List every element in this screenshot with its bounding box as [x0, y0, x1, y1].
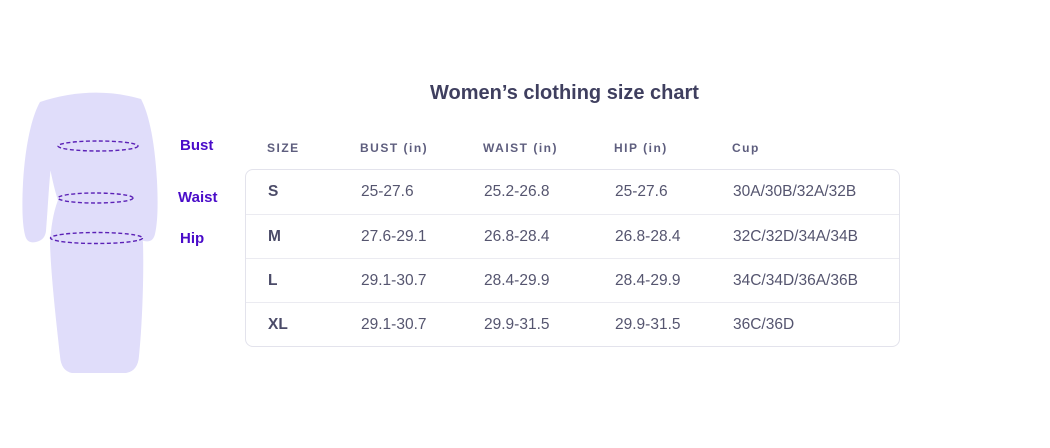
- cell-cup: 32C/32D/34A/34B: [733, 227, 858, 245]
- cell-waist: 26.8-28.4: [484, 227, 550, 245]
- page-title: Women’s clothing size chart: [430, 82, 699, 104]
- col-header-cup: Cup: [732, 141, 760, 155]
- col-header-waist: WAIST (in): [483, 141, 558, 155]
- hip-label: Hip: [180, 230, 205, 247]
- bust-tape-line: [57, 140, 139, 152]
- col-header-hip: HIP (in): [614, 141, 668, 155]
- cell-hip: 26.8-28.4: [615, 227, 681, 245]
- col-header-bust: BUST (in): [360, 141, 429, 155]
- cell-bust: 27.6-29.1: [361, 227, 427, 245]
- cell-bust: 29.1-30.7: [361, 315, 427, 333]
- cell-cup: 30A/30B/32A/32B: [733, 183, 857, 200]
- bust-label: Bust: [180, 137, 214, 154]
- table-row: L 29.1-30.7 28.4-29.9 28.4-29.9 34C/34D/…: [246, 258, 899, 302]
- cell-size: M: [268, 227, 281, 245]
- cell-cup: 36C/36D: [733, 315, 795, 333]
- cell-waist: 29.9-31.5: [484, 315, 550, 333]
- col-header-size: SIZE: [267, 141, 300, 155]
- size-table: S 25-27.6 25.2-26.8 25-27.6 30A/30B/32A/…: [245, 169, 900, 347]
- table-row: M 27.6-29.1 26.8-28.4 26.8-28.4 32C/32D/…: [246, 214, 899, 258]
- cell-cup: 34C/34D/36A/36B: [733, 271, 858, 289]
- cell-bust: 25-27.6: [361, 183, 414, 200]
- cell-waist: 28.4-29.9: [484, 271, 550, 289]
- waist-label: Waist: [178, 189, 218, 206]
- cell-hip: 25-27.6: [615, 183, 668, 200]
- dress-body: [40, 92, 145, 373]
- size-table-header: SIZE BUST (in) WAIST (in) HIP (in) Cup: [245, 140, 898, 156]
- waist-tape-line: [57, 192, 134, 204]
- cell-size: S: [268, 183, 279, 200]
- table-row: S 25-27.6 25.2-26.8 25-27.6 30A/30B/32A/…: [246, 170, 899, 214]
- cell-size: XL: [268, 315, 288, 333]
- cell-waist: 25.2-26.8: [484, 183, 550, 200]
- hip-tape-line: [49, 231, 144, 245]
- cell-bust: 29.1-30.7: [361, 271, 427, 289]
- cell-size: L: [268, 271, 278, 289]
- cell-hip: 28.4-29.9: [615, 271, 681, 289]
- dress-illustration: [22, 92, 158, 373]
- table-row: XL 29.1-30.7 29.9-31.5 29.9-31.5 36C/36D: [246, 302, 899, 346]
- cell-hip: 29.9-31.5: [615, 315, 681, 333]
